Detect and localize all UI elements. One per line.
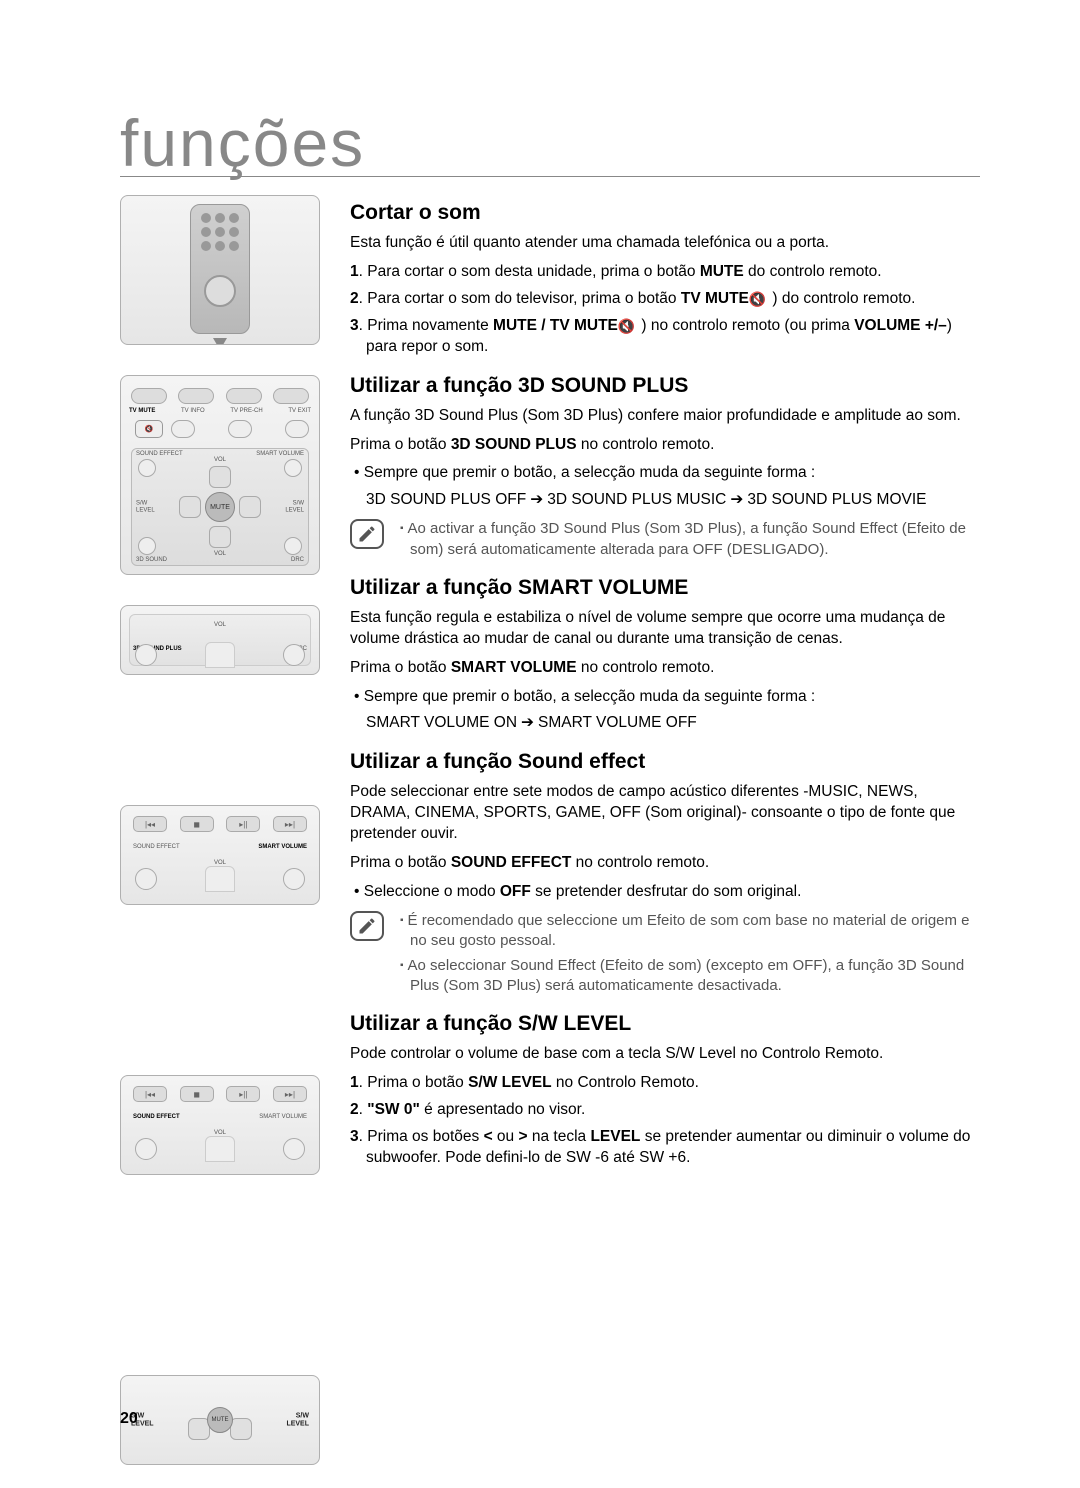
sound3d-label: 3D SOUND — [136, 557, 167, 563]
smart-bullet: • Sempre que premir o botão, a selecção … — [350, 687, 980, 708]
stop-icon-2: ◼ — [180, 1086, 214, 1102]
prev-icon-2: |◂◂ — [133, 1086, 167, 1102]
play-icon: ▸|| — [226, 816, 260, 832]
page-title: funções — [120, 110, 980, 177]
note-pencil-icon-2 — [350, 911, 384, 941]
mute-step-3: 3. Prima novamente MUTE / TV MUTE ( 🔇 ) … — [350, 316, 980, 358]
mute-button-label: MUTE — [205, 492, 235, 522]
smart-volume-label-2: SMART VOLUME — [258, 844, 307, 850]
sound3d-bullet: • Sempre que premir o botão, a selecção … — [350, 463, 980, 484]
sw-level-illustration: MUTE S/W LEVEL S/W LEVEL — [120, 1375, 320, 1465]
swlevel-step-1: 1. Prima o botão S/W LEVEL no Controlo R… — [350, 1073, 980, 1094]
sound3d-heading: Utilizar a função 3D SOUND PLUS — [350, 374, 980, 398]
sound3d-intro: A função 3D Sound Plus (Som 3D Plus) con… — [350, 406, 980, 427]
speaker-mute-icon-2: 🔇 — [632, 317, 637, 336]
prev-icon: |◂◂ — [133, 816, 167, 832]
speaker-mute-icon: 🔇 — [763, 290, 768, 309]
next-icon: ▸▸| — [273, 816, 307, 832]
smart-volume-strip-illustration: |◂◂ ◼ ▸|| ▸▸| SOUND EFFECT VOL SMART VOL… — [120, 805, 320, 905]
drc-label: DRC — [291, 557, 304, 563]
tv-mute-label: TV MUTE — [129, 408, 155, 414]
text-column: Cortar o som Esta função é útil quanto a… — [350, 195, 980, 1465]
smart-heading: Utilizar a função SMART VOLUME — [350, 576, 980, 600]
mute-button-label-2: MUTE — [207, 1407, 233, 1433]
vol-label-center: VOL — [214, 622, 226, 628]
remote-overview-illustration — [120, 195, 320, 345]
illustrations-column: TV MUTE TV INFO TV PRE-CH TV EXIT 🔇 SOUN… — [120, 195, 320, 1465]
sound3d-note-block: ▪Ao activar a função 3D Sound Plus (Som … — [350, 519, 980, 564]
mute-step-2: 2. Para cortar o som do televisor, prima… — [350, 289, 980, 310]
swlevel-heading: Utilizar a função S/W LEVEL — [350, 1012, 980, 1036]
mute-step-1: 1. Para cortar o som desta unidade, prim… — [350, 262, 980, 283]
effect-intro: Pode seleccionar entre sete modos de cam… — [350, 782, 980, 845]
sound3d-press: Prima o botão 3D SOUND PLUS no controlo … — [350, 435, 980, 456]
tv-mute-icon: 🔇 — [135, 420, 163, 438]
swlevel-step-2: 2. "SW 0" é apresentado no visor. — [350, 1100, 980, 1121]
effect-press: Prima o botão SOUND EFFECT no controlo r… — [350, 853, 980, 874]
sound-effect-label: SOUND EFFECT — [136, 451, 183, 457]
sound-effect-label-3: SOUND EFFECT — [133, 1114, 180, 1120]
tv-info-label: TV INFO — [181, 408, 205, 414]
effect-bullet: • Seleccione o modo OFF se pretender des… — [350, 882, 980, 903]
effect-note-2: ▪Ao seleccionar Sound Effect (Efeito de … — [396, 956, 980, 997]
tv-prech-label: TV PRE-CH — [230, 408, 262, 414]
swlevel-intro: Pode controlar o volume de base com a te… — [350, 1044, 980, 1065]
sound3d-strip-illustration: 3D SOUND PLUS VOL DRC — [120, 605, 320, 675]
mute-intro: Esta função é útil quanto atender uma ch… — [350, 233, 980, 254]
mute-heading: Cortar o som — [350, 201, 980, 225]
effect-heading: Utilizar a função Sound effect — [350, 750, 980, 774]
note-pencil-icon — [350, 519, 384, 549]
play-icon-2: ▸|| — [226, 1086, 260, 1102]
sw-level-label-right-2: S/W LEVEL — [286, 1412, 309, 1427]
smart-volume-label: SMART VOLUME — [256, 451, 304, 457]
sw-level-label-right: S/W LEVEL — [285, 500, 304, 513]
sound-effect-label-2: SOUND EFFECT — [133, 844, 180, 850]
sound-effect-strip-illustration: |◂◂ ◼ ▸|| ▸▸| SOUND EFFECT VOL SMART VOL… — [120, 1075, 320, 1175]
swlevel-step-3: 3. Prima os botões < ou > na tecla LEVEL… — [350, 1127, 980, 1169]
smart-press: Prima o botão SMART VOLUME no controlo r… — [350, 658, 980, 679]
stop-icon: ◼ — [180, 816, 214, 832]
smart-volume-label-3: SMART VOLUME — [259, 1114, 307, 1120]
page-number: 20 — [120, 1410, 138, 1428]
sound3d-sequence: 3D SOUND PLUS OFF➔3D SOUND PLUS MUSIC➔3D… — [350, 490, 980, 511]
smart-intro: Esta função regula e estabiliza o nível … — [350, 608, 980, 650]
effect-note-block: ▪É recomendado que seleccione um Efeito … — [350, 911, 980, 1000]
sw-level-label-left: S/W LEVEL — [136, 500, 155, 513]
smart-sequence: SMART VOLUME ON➔SMART VOLUME OFF — [350, 713, 980, 734]
tv-exit-label: TV EXIT — [288, 408, 311, 414]
content-columns: TV MUTE TV INFO TV PRE-CH TV EXIT 🔇 SOUN… — [120, 195, 980, 1465]
sound3d-note-1: ▪Ao activar a função 3D Sound Plus (Som … — [396, 519, 980, 560]
effect-note-1: ▪É recomendado que seleccione um Efeito … — [396, 911, 980, 952]
remote-mute-illustration: TV MUTE TV INFO TV PRE-CH TV EXIT 🔇 SOUN… — [120, 375, 320, 575]
next-icon-2: ▸▸| — [273, 1086, 307, 1102]
